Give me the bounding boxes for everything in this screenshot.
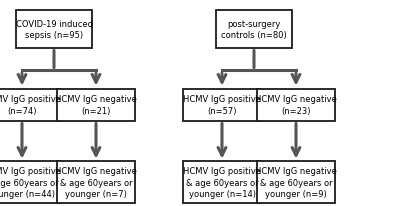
Text: HCMV IgG negative
& age 60years or
younger (n=9): HCMV IgG negative & age 60years or young… [255, 166, 337, 198]
Text: COVID-19 induced
sepsis (n=95): COVID-19 induced sepsis (n=95) [16, 20, 92, 40]
FancyBboxPatch shape [183, 89, 261, 121]
FancyBboxPatch shape [0, 162, 61, 203]
FancyBboxPatch shape [16, 11, 92, 48]
FancyBboxPatch shape [57, 89, 135, 121]
Text: HCMV IgG negative
(n=23): HCMV IgG negative (n=23) [255, 95, 337, 115]
FancyBboxPatch shape [257, 89, 335, 121]
FancyBboxPatch shape [0, 89, 61, 121]
Text: HCMV IgG positive
& age 60years or
younger (n=14): HCMV IgG positive & age 60years or young… [183, 166, 261, 198]
Text: HCMV IgG positive
(n=74): HCMV IgG positive (n=74) [0, 95, 61, 115]
FancyBboxPatch shape [183, 162, 261, 203]
Text: HCMV IgG positive
& age 60years or
younger (n=44): HCMV IgG positive & age 60years or young… [0, 166, 61, 198]
Text: post-surgery
controls (n=80): post-surgery controls (n=80) [221, 20, 287, 40]
FancyBboxPatch shape [257, 162, 335, 203]
Text: HCMV IgG negative
(n=21): HCMV IgG negative (n=21) [55, 95, 137, 115]
FancyBboxPatch shape [57, 162, 135, 203]
Text: HCMV IgG negative
& age 60years or
younger (n=7): HCMV IgG negative & age 60years or young… [55, 166, 137, 198]
FancyBboxPatch shape [216, 11, 292, 48]
Text: HCMV IgG positive
(n=57): HCMV IgG positive (n=57) [183, 95, 261, 115]
